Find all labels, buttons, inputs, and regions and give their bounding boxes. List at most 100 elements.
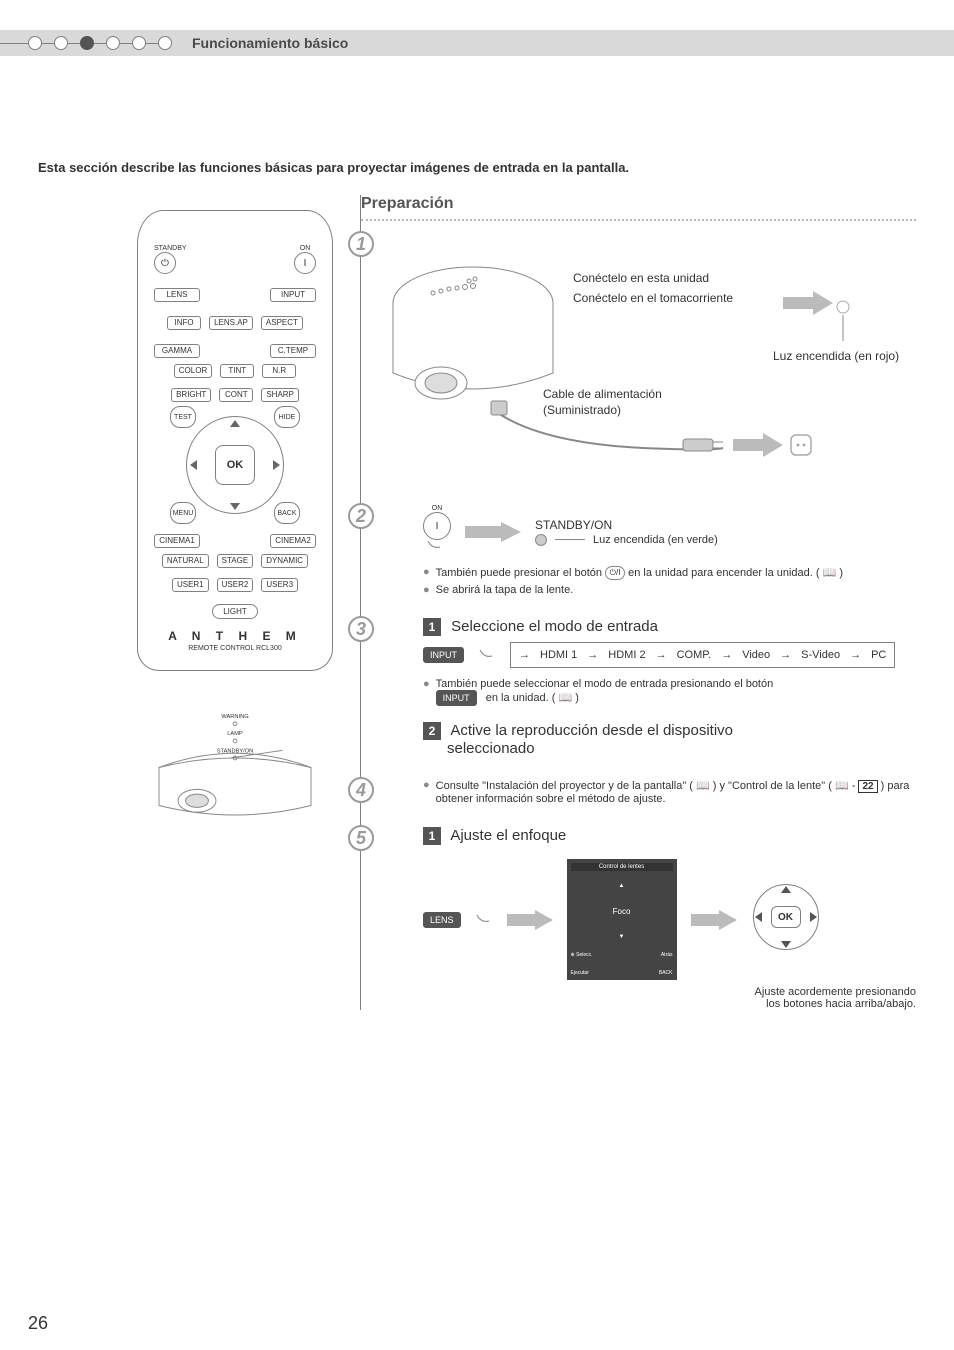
nr-button: N.R bbox=[262, 364, 296, 378]
step-2: 2 ON I STANDBY/ON Luz encendida (en verd… bbox=[361, 505, 916, 596]
press-hand-icon bbox=[424, 539, 450, 553]
arrow-icon bbox=[465, 522, 521, 542]
arrow-icon bbox=[691, 910, 737, 930]
down-arrow-icon bbox=[781, 941, 791, 948]
left-arrow-icon bbox=[755, 912, 762, 922]
brand-label: A N T H E M bbox=[148, 629, 322, 643]
natural-button: NATURAL bbox=[162, 554, 209, 568]
test-button: TEST bbox=[170, 406, 196, 428]
dotted-divider bbox=[361, 219, 916, 221]
left-arrow-icon bbox=[190, 460, 197, 470]
remote-column: STANDBY ⏻ ON I LENS INPUT INFO LENS.AP A… bbox=[120, 210, 350, 839]
brand-sub-label: REMOTE CONTROL RCL300 bbox=[148, 645, 322, 652]
light-red-label: Luz encendida (en rojo) bbox=[773, 349, 899, 363]
note-text: en la unidad. ( bbox=[486, 692, 556, 704]
lens-chip: LENS bbox=[423, 912, 461, 928]
right-arrow-icon bbox=[810, 912, 817, 922]
chain-item: S-Video bbox=[801, 649, 840, 661]
info-button: INFO bbox=[167, 316, 201, 330]
cont-button: CONT bbox=[219, 388, 253, 402]
dpad: TEST HIDE MENU BACK OK bbox=[180, 410, 290, 520]
header-bar: Funcionamiento básico bbox=[0, 30, 954, 56]
user2-button: USER2 bbox=[217, 578, 254, 592]
note-text: ) bbox=[575, 692, 579, 704]
osd-ejec: Ejecutar bbox=[571, 970, 589, 976]
standby-button: ⏻ bbox=[154, 252, 176, 274]
cable-label: Cable de alimentación bbox=[543, 387, 662, 401]
remote-control-diagram: STANDBY ⏻ ON I LENS INPUT INFO LENS.AP A… bbox=[137, 210, 333, 671]
connect-outlet-label: Conéctelo en el tomacorriente bbox=[573, 291, 733, 305]
dot bbox=[28, 36, 42, 50]
lensap-button: LENS.AP bbox=[209, 316, 253, 330]
gamma-button: GAMMA bbox=[154, 344, 200, 358]
step5-h1: Ajuste el enfoque bbox=[450, 827, 566, 844]
progress-dots bbox=[28, 36, 172, 50]
ok-button: OK bbox=[215, 445, 255, 485]
power-icon: ⏻/I bbox=[605, 566, 625, 580]
stage-button: STAGE bbox=[217, 554, 254, 568]
note-text: También puede seleccionar el modo de ent… bbox=[436, 678, 774, 690]
standbyon-label: STANDBY/ON bbox=[535, 518, 718, 532]
tint-button: TINT bbox=[220, 364, 254, 378]
color-button: COLOR bbox=[174, 364, 212, 378]
step3-note: ● También puede seleccionar el modo de e… bbox=[423, 678, 916, 706]
osd-selecc: Selecc. bbox=[576, 952, 592, 958]
step2-note1: ● También puede presionar el botón ⏻/I e… bbox=[423, 566, 916, 580]
page-number: 26 bbox=[28, 1313, 48, 1334]
cinema1-button: CINEMA1 bbox=[154, 534, 200, 548]
warning-label: WARNING bbox=[221, 714, 248, 720]
on-label: ON bbox=[294, 245, 316, 252]
on-button: I bbox=[294, 252, 316, 274]
projector-illustration: WARNING LAMP STANDBY/ON bbox=[120, 701, 350, 839]
page-ref-icon: 📖 bbox=[696, 780, 710, 792]
hide-button: HIDE bbox=[274, 406, 300, 428]
user1-button: USER1 bbox=[172, 578, 209, 592]
page-ref-icon: 📖 bbox=[559, 692, 573, 704]
dot bbox=[132, 36, 146, 50]
input-chain: →HDMI 1 →HDMI 2 →COMP. →Video →S-Video →… bbox=[510, 642, 895, 668]
step5-caption1: Ajuste acordemente presionando bbox=[423, 986, 916, 998]
up-arrow-icon bbox=[230, 420, 240, 427]
lens-button: LENS bbox=[154, 288, 200, 302]
aspect-button: ASPECT bbox=[261, 316, 303, 330]
substep-1: 1 bbox=[423, 827, 441, 845]
light-green-label: Luz encendida (en verde) bbox=[593, 534, 718, 546]
step-number-5: 5 bbox=[348, 825, 374, 851]
supplied-label: (Suministrado) bbox=[543, 403, 621, 417]
osd-atras: Atrás bbox=[661, 952, 673, 958]
standbyon-label: STANDBY/ON bbox=[217, 748, 254, 754]
osd-back: BACK bbox=[659, 970, 673, 976]
step5-caption2: los botones hacia arriba/abajo. bbox=[423, 998, 916, 1010]
input-chip: INPUT bbox=[436, 690, 477, 706]
bright-button: BRIGHT bbox=[171, 388, 211, 402]
page-ref-icon: 📖 bbox=[835, 780, 849, 792]
note-text: También puede presionar el botón bbox=[436, 567, 602, 579]
chain-item: Video bbox=[742, 649, 770, 661]
osd-title: Control de lentes bbox=[571, 863, 673, 871]
connect-unit-label: Conéctelo en esta unidad bbox=[573, 271, 709, 285]
step-number-1: 1 bbox=[348, 231, 374, 257]
dot bbox=[106, 36, 120, 50]
cinema2-button: CINEMA2 bbox=[270, 534, 316, 548]
on-press-icon: I bbox=[423, 512, 451, 540]
right-arrow-icon bbox=[273, 460, 280, 470]
step-number-3: 3 bbox=[348, 616, 374, 642]
ok-button: OK bbox=[771, 906, 801, 928]
osd-menu-panel: Control de lentes ▲ Foco ▼ ⊕ Selecc. Atr… bbox=[567, 859, 677, 980]
step-number-2: 2 bbox=[348, 503, 374, 529]
note-text: Consulte "Instalación del proyector y de… bbox=[436, 780, 693, 792]
menu-button: MENU bbox=[170, 502, 196, 524]
note-text: ) y "Control de la lente" ( bbox=[713, 780, 832, 792]
ctemp-button: C.TEMP bbox=[270, 344, 316, 358]
step3-h2b: seleccionado bbox=[447, 740, 916, 757]
press-hand-icon bbox=[478, 648, 496, 662]
step2-note2: ●Se abrirá la tapa de la lente. bbox=[423, 584, 916, 596]
arrow-icon bbox=[733, 433, 783, 457]
osd-item: Foco bbox=[571, 907, 673, 916]
lamp-label: LAMP bbox=[227, 731, 243, 737]
chain-item: HDMI 2 bbox=[608, 649, 645, 661]
preparation-title: Preparación bbox=[361, 195, 916, 213]
dot bbox=[54, 36, 68, 50]
input-button: INPUT bbox=[270, 288, 316, 302]
dynamic-button: DYNAMIC bbox=[261, 554, 308, 568]
